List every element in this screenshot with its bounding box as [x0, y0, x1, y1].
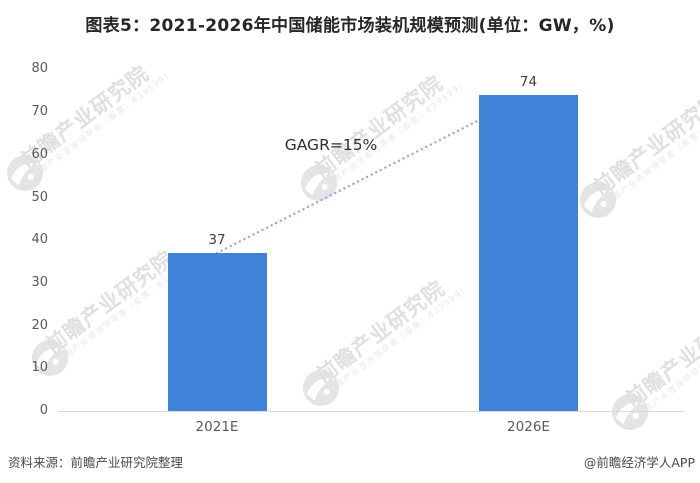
qianzhan-swoosh-logo-icon — [6, 154, 44, 192]
y-axis-tick-label: 30 — [31, 274, 48, 290]
credit-note: @前瞻经济学人APP — [583, 455, 695, 470]
y-axis-tick-label: 0 — [39, 403, 48, 418]
bar-value-label: 74 — [519, 74, 538, 91]
y-axis-tick-label: 20 — [31, 317, 48, 333]
x-axis-line — [58, 411, 685, 412]
y-axis-tick-label: 40 — [31, 232, 48, 248]
qianzhan-swoosh-logo-icon — [611, 393, 649, 431]
y-axis-tick-label: 50 — [31, 189, 48, 205]
y-axis-tick-label: 70 — [31, 104, 48, 120]
watermark-tile: 前瞻产业研究院 中国产业咨询领导者（股票：839599） — [6, 61, 175, 192]
watermark-tile: 前瞻产业研究院 中国产业咨询领导者（股票：839599） — [302, 276, 471, 407]
watermark-tile: 前瞻产业研究院 中国产业咨询领导者（股票：839599） — [611, 300, 700, 431]
qianzhan-swoosh-logo-icon — [31, 339, 69, 377]
y-axis-tick-label: 60 — [31, 146, 48, 162]
chart-title: 图表5：2021-2026年中国储能市场装机规模预测(单位：GW，%) — [85, 16, 615, 36]
qianzhan-swoosh-logo-icon — [579, 181, 617, 219]
y-axis-tick-label: 10 — [31, 360, 48, 376]
source-note: 资料来源：前瞻产业研究院整理 — [8, 455, 184, 470]
x-axis-label: 2026E — [507, 419, 550, 435]
qianzhan-swoosh-logo-icon — [302, 369, 340, 407]
bar-2021E — [167, 253, 267, 411]
y-axis-tick-label: 80 — [31, 61, 48, 77]
x-axis-label: 2021E — [195, 419, 239, 435]
cagr-annotation: GAGR=15% — [284, 136, 378, 154]
bar-value-label: 37 — [208, 232, 226, 248]
watermark-tile: 前瞻产业研究院 中国产业咨询领导者（股票：839599） — [579, 88, 700, 219]
watermark-tile: 前瞻产业研究院 中国产业咨询领导者（股票：839599） — [31, 246, 200, 377]
bar-2026E — [479, 95, 578, 411]
